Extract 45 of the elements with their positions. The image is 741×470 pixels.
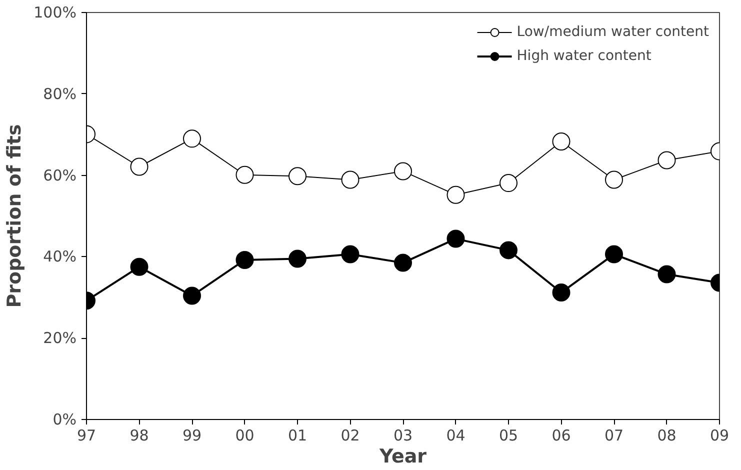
y-tick-label: 40% xyxy=(43,248,77,266)
point xyxy=(183,286,201,305)
point xyxy=(658,265,676,284)
x-tick-label: 08 xyxy=(657,426,676,444)
point xyxy=(552,132,570,150)
x-tick-label: 98 xyxy=(130,426,149,444)
point xyxy=(341,170,360,189)
point xyxy=(446,186,465,204)
point xyxy=(236,166,254,184)
y-tick-label: 60% xyxy=(43,166,77,184)
y-tick-label: 20% xyxy=(43,329,77,348)
x-tick-label: 06 xyxy=(552,426,571,444)
point xyxy=(183,130,201,148)
x-tick-label: 09 xyxy=(710,426,730,444)
point xyxy=(446,230,465,248)
x-tick-label: 04 xyxy=(446,426,466,444)
point xyxy=(605,245,623,264)
point xyxy=(341,245,360,264)
x-tick-label: 00 xyxy=(235,426,254,444)
point xyxy=(130,258,148,276)
x-tick-label: 97 xyxy=(76,426,96,444)
y-axis-title: Proportion of fits xyxy=(4,124,26,308)
y-tick-label: 0% xyxy=(52,410,76,428)
x-tick-label: 05 xyxy=(498,426,518,444)
point xyxy=(605,170,623,189)
x-tick-label: 99 xyxy=(182,426,202,444)
x-axis-title: Year xyxy=(378,446,428,468)
x-tick-label: 03 xyxy=(393,426,413,444)
legend-label: High water content xyxy=(516,48,652,64)
x-tick-label: 02 xyxy=(340,426,360,444)
point xyxy=(288,167,306,186)
legend-label: Low/medium water content xyxy=(516,24,709,40)
point xyxy=(394,254,412,272)
point xyxy=(552,284,570,302)
point xyxy=(658,151,676,170)
y-tick-label: 100% xyxy=(34,4,77,22)
point xyxy=(500,241,518,260)
point xyxy=(394,162,412,180)
x-tick-label: 07 xyxy=(604,426,624,444)
point xyxy=(288,250,306,268)
y-tick-label: 80% xyxy=(43,84,77,103)
x-tick-label: 01 xyxy=(288,426,308,444)
point xyxy=(130,158,148,176)
point xyxy=(500,174,518,192)
point xyxy=(236,250,254,269)
